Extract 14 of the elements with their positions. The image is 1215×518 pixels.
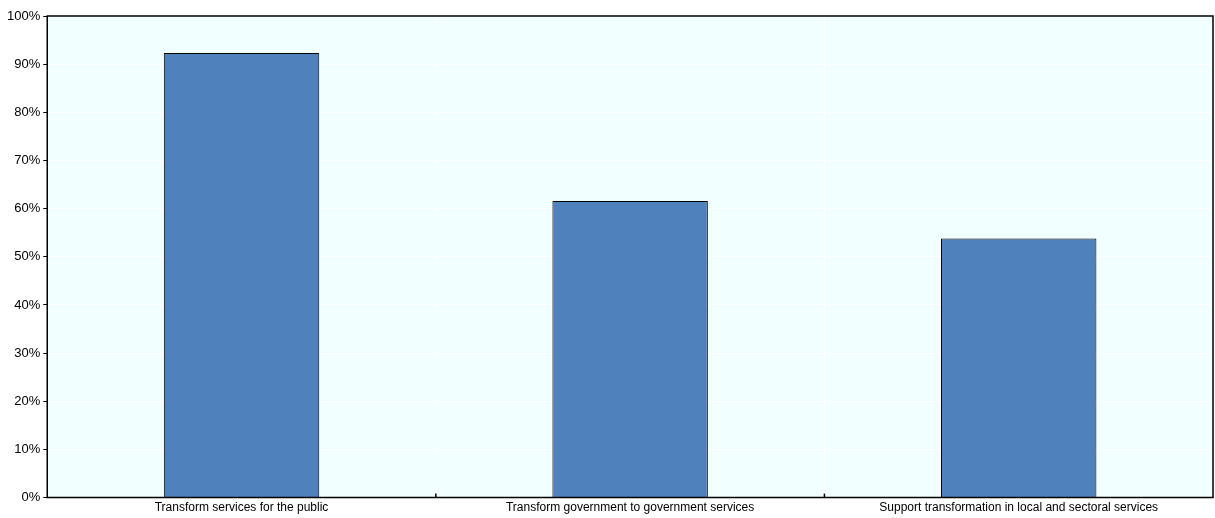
x-tick-label: Transform services for the public — [154, 500, 329, 515]
y-tick-label: 60% — [14, 200, 41, 216]
x-tick-label: Support transformation in local and sectoral services — [879, 500, 1159, 515]
y-tick-label: 90% — [14, 55, 41, 71]
y-tick-label: 30% — [14, 344, 41, 360]
y-tick-label: 0% — [21, 489, 41, 505]
y-tick-label: 40% — [14, 296, 41, 312]
y-tick-label: 10% — [14, 441, 41, 457]
y-tick-label: 50% — [14, 248, 41, 264]
y-tick-label: 20% — [14, 392, 41, 408]
x-tick-label: Transform government to government services — [505, 500, 755, 515]
y-tick-label: 70% — [14, 152, 41, 168]
y-tick-label: 80% — [14, 103, 41, 119]
y-tick-label: 100% — [7, 7, 41, 23]
